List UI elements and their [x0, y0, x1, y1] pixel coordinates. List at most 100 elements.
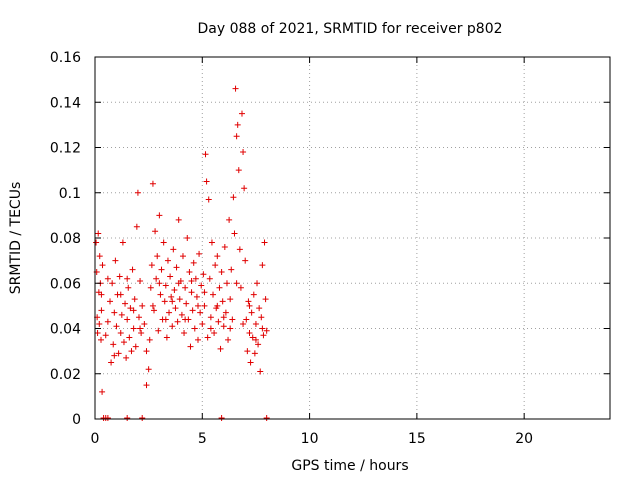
data-point: [242, 257, 249, 264]
y-tick-label: 0.08: [50, 231, 81, 247]
data-point: [195, 336, 201, 343]
data-point: [260, 332, 267, 339]
data-point: [125, 284, 132, 291]
data-point: [170, 246, 177, 253]
data-point: [257, 368, 264, 375]
data-point: [162, 316, 169, 323]
y-axis-label: SRMTID / TECUs: [8, 182, 24, 295]
data-point: [201, 302, 208, 309]
data-point: [214, 302, 221, 309]
data-point: [218, 268, 225, 275]
data-point: [152, 228, 159, 235]
y-tick-label: 0.14: [50, 95, 81, 111]
data-point: [143, 382, 150, 389]
data-point: [229, 316, 236, 323]
y-tick-label: 0.02: [50, 367, 81, 383]
data-point: [188, 277, 195, 284]
data-point: [111, 309, 118, 316]
data-point: [233, 133, 240, 140]
data-point: [226, 216, 233, 223]
data-point: [175, 280, 182, 287]
data-point: [135, 314, 142, 321]
data-point: [259, 262, 266, 269]
data-point: [234, 121, 241, 128]
data-point: [190, 259, 197, 266]
data-point: [126, 334, 133, 341]
data-point: [256, 305, 263, 312]
data-point: [258, 314, 265, 321]
grid: [95, 57, 610, 419]
x-tick-label: 0: [91, 431, 100, 447]
data-point: [168, 293, 175, 300]
data-point: [206, 275, 213, 282]
data-point: [95, 230, 102, 237]
y-tick-label: 0.04: [50, 322, 81, 338]
data-point: [123, 354, 130, 361]
data-point: [238, 110, 245, 117]
data-point: [145, 366, 152, 373]
data-point: [156, 280, 163, 287]
data-point: [148, 262, 155, 269]
data-point: [96, 253, 103, 260]
data-point: [179, 253, 186, 260]
data-point: [160, 239, 167, 246]
data-point: [235, 167, 242, 174]
y-tick-label: 0.1: [59, 186, 81, 202]
data-point: [157, 291, 164, 298]
data-point: [107, 298, 114, 305]
data-point: [223, 280, 230, 287]
data-points: [93, 85, 270, 395]
data-point: [247, 359, 254, 366]
data-point: [240, 320, 247, 327]
data-point: [120, 339, 127, 346]
data-point: [162, 282, 169, 289]
data-point: [174, 318, 181, 325]
data-point: [104, 275, 111, 282]
plot-frame: [94, 56, 611, 420]
data-point: [117, 330, 124, 337]
data-point: [255, 341, 262, 348]
data-point: [249, 334, 256, 341]
data-point: [210, 291, 217, 298]
data-point: [207, 314, 214, 321]
data-point: [186, 268, 193, 275]
data-point: [199, 320, 206, 327]
data-point: [137, 325, 144, 332]
data-point: [98, 291, 105, 298]
data-point: [200, 271, 207, 278]
data-point: [227, 325, 234, 332]
data-point: [169, 323, 176, 330]
data-point: [259, 325, 266, 332]
data-point: [116, 273, 123, 280]
data-point: [251, 350, 258, 357]
baseline-marks: [100, 415, 270, 421]
data-point: [216, 284, 223, 291]
data-point: [164, 257, 171, 264]
data-point: [124, 316, 131, 323]
data-point: [98, 336, 105, 343]
data-point: [141, 320, 148, 327]
data-point: [175, 216, 182, 223]
data-point: [211, 330, 218, 337]
data-point: [172, 305, 179, 312]
data-point: [146, 336, 153, 343]
data-point: [188, 289, 195, 296]
data-point: [202, 151, 209, 158]
data-point: [212, 262, 219, 269]
data-point: [252, 336, 259, 343]
axis-ticks: 0 5 10 15 20 0 0.02 0.04 0.06 0.08 0.1 0.12 0.14 0.16: [50, 50, 610, 447]
data-point: [143, 348, 150, 355]
data-point: [130, 307, 137, 314]
data-point: [248, 309, 255, 316]
y-tick-label: 0.06: [50, 276, 81, 292]
data-point: [262, 296, 269, 303]
data-point: [193, 293, 200, 300]
data-point: [184, 235, 191, 241]
data-point: [99, 388, 106, 395]
data-point: [233, 280, 240, 287]
data-point: [154, 253, 161, 260]
data-point: [198, 282, 205, 289]
x-tick-label: 5: [198, 431, 207, 447]
data-point: [163, 334, 170, 341]
data-point: [217, 345, 224, 352]
